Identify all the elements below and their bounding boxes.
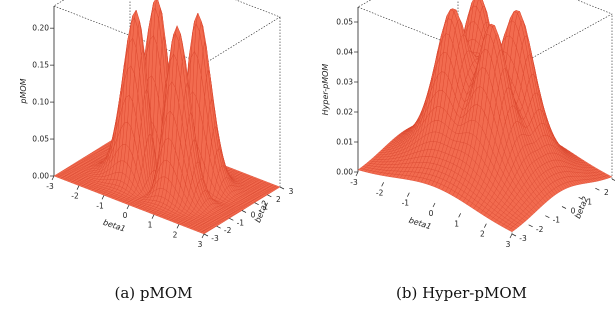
y-tick-mark <box>528 224 533 228</box>
x-tick-label: -2 <box>71 192 79 201</box>
x-tick-label: -2 <box>376 188 384 197</box>
y-tick-label: 2 <box>276 195 281 204</box>
y-tick-label: 1 <box>263 203 268 212</box>
y-tick-label: 3 <box>289 187 294 196</box>
y-tick-label: -1 <box>237 218 245 227</box>
surface-facet <box>53 174 60 178</box>
x-axis-label: beta1 <box>408 216 433 232</box>
panel-hyper-pmom: 0.00 0.01 0.02 0.03 0.04 0.05 Hyper-pMOM -3 -2 -1… <box>308 0 615 333</box>
caption-pmom: (a) pMOM <box>114 284 193 302</box>
x-tick-label: 1 <box>454 219 459 228</box>
x-tick-label: 0 <box>429 209 434 218</box>
y-axis-label: beta2 <box>573 195 590 220</box>
pmom-surface-plot: 0.000.050.100.150.20pMOM-3-2-10123beta1-… <box>19 0 294 249</box>
x-tick-mark <box>381 182 384 187</box>
panel-pmom: 0.00 0.05 0.10 0.15 0.20 pMOM -3 -2 -1 0 1 2 3 beta1-… <box>0 0 307 333</box>
density-surface <box>357 0 613 233</box>
z-tick-label: 0.10 <box>32 98 49 107</box>
y-tick-mark <box>216 225 221 229</box>
x-tick-mark <box>509 233 513 239</box>
y-tick-label: 1 <box>587 197 592 206</box>
x-tick-mark <box>458 213 461 218</box>
x-tick-mark <box>76 185 80 190</box>
y-tick-label: -2 <box>224 226 232 235</box>
y-tick-label: 0 <box>251 211 256 220</box>
y-tick-mark <box>561 206 567 209</box>
x-tick-label: -1 <box>402 199 410 208</box>
x-tick-label: -3 <box>350 178 358 187</box>
z-tick-label: 0.04 <box>336 48 353 57</box>
y-tick-mark <box>595 187 600 191</box>
caption-hyper-pmom: (b) Hyper-pMOM <box>396 284 527 302</box>
y-tick-label: -3 <box>519 234 527 243</box>
x-tick-mark <box>101 195 105 200</box>
y-tick-mark <box>254 202 259 205</box>
surface-facet <box>357 167 365 172</box>
y-tick-label: -2 <box>536 225 544 234</box>
x-tick-mark <box>151 214 155 219</box>
x-tick-mark <box>484 223 487 228</box>
x-axis-label: beta1 <box>102 218 127 234</box>
x-tick-mark <box>126 204 130 210</box>
density-surface <box>53 0 281 235</box>
x-tick-label: -3 <box>46 182 54 191</box>
x-tick-label: 3 <box>506 240 511 249</box>
x-tick-label: 0 <box>123 211 128 220</box>
y-tick-mark <box>279 186 285 190</box>
x-tick-mark <box>355 171 359 177</box>
z-tick-label: 0.00 <box>32 172 49 181</box>
y-tick-mark <box>611 178 615 181</box>
z-tick-label: 0.00 <box>336 168 353 177</box>
z-tick-label: 0.20 <box>32 24 49 33</box>
x-tick-label: 2 <box>173 230 178 239</box>
z-tick-label: 0.03 <box>336 78 353 87</box>
x-tick-mark <box>51 175 55 181</box>
x-tick-mark <box>407 192 410 197</box>
x-tick-mark <box>201 233 205 239</box>
y-tick-label: -3 <box>211 234 219 243</box>
box-top-edge <box>53 0 281 65</box>
y-tick-mark <box>229 218 234 221</box>
z-axis-label: Hyper-pMOM <box>321 64 330 116</box>
x-tick-mark <box>432 202 436 208</box>
y-tick-mark <box>203 233 209 237</box>
box-top-edge <box>357 0 613 70</box>
x-tick-label: 1 <box>148 221 153 230</box>
y-tick-mark <box>578 197 583 200</box>
z-tick-label: 0.05 <box>32 135 49 144</box>
x-tick-label: -1 <box>96 201 104 210</box>
y-tick-mark <box>545 215 550 218</box>
z-tick-label: 0.05 <box>336 18 353 27</box>
x-tick-label: 2 <box>480 230 485 239</box>
z-tick-label: 0.01 <box>336 138 353 147</box>
hyper-pmom-surface-plot: 0.00 0.01 0.02 0.03 0.04 0.05 Hyper-pMOM -3 -2 -1… <box>321 0 615 249</box>
y-tick-mark <box>511 233 517 237</box>
y-tick-mark <box>267 194 272 198</box>
z-tick-label: 0.02 <box>336 108 353 117</box>
x-tick-label: 3 <box>198 240 203 249</box>
y-tick-label: 2 <box>604 188 609 197</box>
x-tick-mark <box>176 224 180 229</box>
z-axis-label: pMOM <box>19 78 28 104</box>
z-tick-label: 0.15 <box>32 61 49 70</box>
y-tick-mark <box>241 210 247 213</box>
y-tick-label: 0 <box>571 207 576 216</box>
y-tick-label: -1 <box>553 216 561 225</box>
